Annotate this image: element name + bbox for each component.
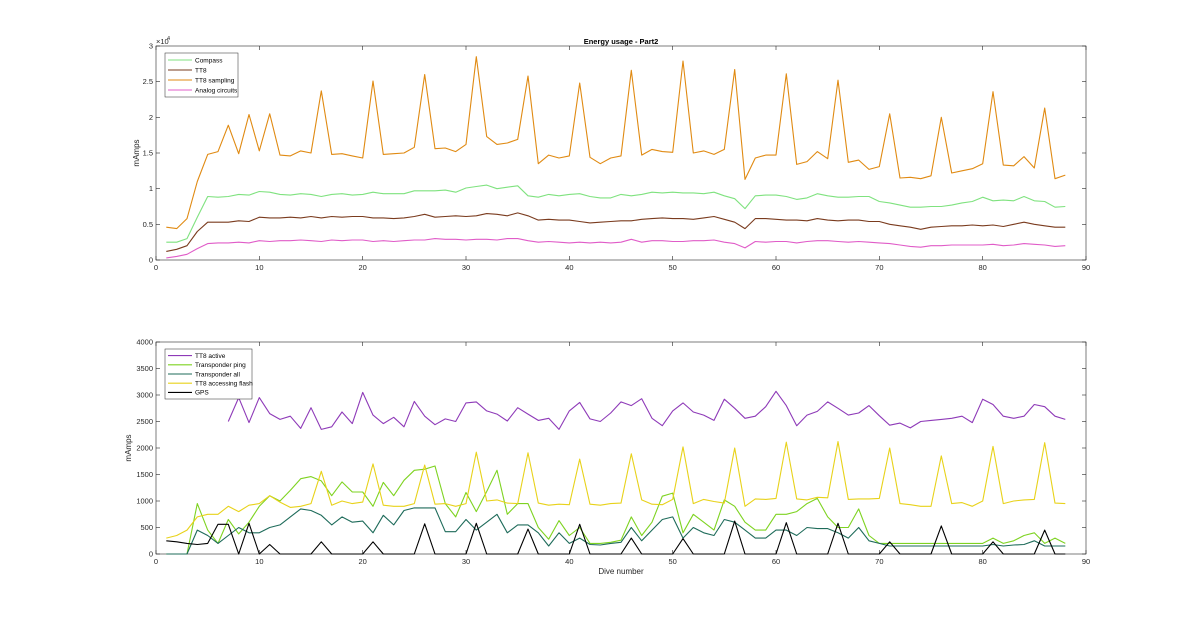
series-line-compass [166,184,1066,243]
x-tick-label: 20 [358,557,366,566]
x-tick-label: 10 [255,263,263,272]
y-tick-label: 3000 [136,391,153,400]
series-line-tt8-sampling [166,56,1066,230]
x-tick-label: 70 [875,557,883,566]
x-tick-label: 20 [358,263,366,272]
x-tick-label: 40 [565,557,573,566]
legend-entry-label: TT8 [195,67,207,74]
y-axis-label: mAmps [132,139,141,166]
y-tick-label: 0 [149,550,153,559]
legend-entry-label: TT8 accessing flash [195,381,253,388]
legend: TT8 active Transponder ping Transponder al… [164,348,253,400]
x-tick-label: 30 [462,557,470,566]
x-tick-label: 60 [772,263,780,272]
y-tick-label: 2.5 [143,77,153,86]
series-line-gps [166,520,1066,555]
legend-entry-label: Compass [195,57,223,64]
legend-entry-label: GPS [195,390,209,397]
y-tick-label: 1000 [136,497,153,506]
y-axis-label: mAmps [124,434,133,461]
series-line-analog-circuits [166,238,1066,259]
y-tick-label: 0 [149,256,153,265]
series-line-transponder-all [166,507,1066,555]
y-tick-label: 1.5 [143,149,153,158]
y-tick-label: 3 [149,42,153,51]
x-tick-label: 50 [668,263,676,272]
y-tick-label: 1 [149,184,153,193]
x-tick-label: 70 [875,263,883,272]
x-tick-label: 50 [668,557,676,566]
y-tick-label: 2000 [136,444,153,453]
y-tick-label: 1500 [136,470,153,479]
x-tick-label: 80 [978,557,986,566]
series-line-tt8-active [227,390,1066,430]
chart-title: Energy usage - Part2 [584,37,659,46]
x-tick-label: 0 [154,557,158,566]
x-tick-label: 90 [1082,557,1090,566]
x-axis-label: Dive number [598,567,644,576]
energy-usage-chart-bottom: Dive number mAmps 0 10 20 30 40 50 60 70 80 90 0 50… [124,338,1090,577]
x-tick-label: 30 [462,263,470,272]
legend-entry-label: Analog circuits [195,87,238,94]
legend-entry-label: TT8 active [195,353,226,360]
energy-usage-chart-top: Energy usage - Part2 ×10 4 mAmps 0 10 20 30… [132,36,1090,272]
series-line-tt8-accessing-flash [166,441,1066,539]
y-tick-label: 500 [140,523,153,532]
x-tick-label: 60 [772,557,780,566]
legend-entry-label: Transponder ping [195,362,246,369]
x-tick-label: 10 [255,557,263,566]
x-tick-label: 90 [1082,263,1090,272]
legend: Compass TT8 TT8 sampling Analog circuits [164,52,239,98]
series-line-tt8 [166,212,1066,252]
y-axis-exponent-label: ×10 4 [156,36,170,46]
x-tick-label: 40 [565,263,573,272]
y-tick-label: 0.5 [143,220,153,229]
y-axis-exponent-base: ×10 [156,37,169,46]
x-tick-label: 80 [978,263,986,272]
y-tick-label: 2 [149,113,153,122]
legend-entry-label: Transponder all [195,371,240,378]
y-axis-exponent-power: 4 [167,36,170,42]
series-line-transponder-ping [166,465,1066,555]
y-tick-label: 2500 [136,417,153,426]
y-tick-label: 3500 [136,364,153,373]
legend-entry-label: TT8 sampling [195,77,235,84]
x-tick-label: 0 [154,263,158,272]
y-tick-label: 4000 [136,338,153,347]
